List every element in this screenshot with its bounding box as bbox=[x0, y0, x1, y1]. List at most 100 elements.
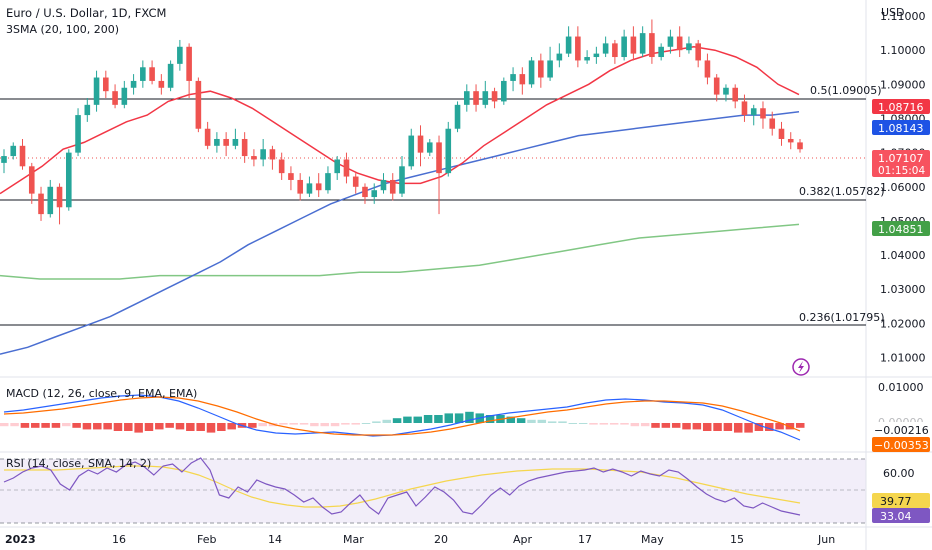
candle-body bbox=[93, 77, 100, 105]
candle bbox=[426, 138, 433, 157]
candle-body bbox=[713, 77, 720, 95]
macd-hist-bar bbox=[82, 423, 92, 430]
rsi-line bbox=[3, 457, 801, 516]
macd-hist-bar bbox=[558, 421, 567, 423]
macd-hist-bar bbox=[547, 421, 557, 423]
candle-body bbox=[315, 183, 322, 191]
candle-body bbox=[177, 46, 183, 64]
candle bbox=[362, 183, 368, 204]
rsi-band bbox=[0, 459, 866, 523]
macd-hist-bar bbox=[465, 411, 474, 423]
badge-rsi-ma: 39.77 bbox=[872, 493, 930, 508]
candle-body bbox=[463, 91, 470, 105]
candle bbox=[686, 36, 692, 54]
macd-hist-bar bbox=[124, 423, 133, 431]
lightning-icon[interactable] bbox=[792, 358, 810, 376]
candle-body bbox=[667, 36, 674, 47]
candle bbox=[547, 46, 553, 81]
candle-body bbox=[389, 179, 396, 194]
candle-body bbox=[1, 156, 7, 163]
price-tick-label: 1.01000 bbox=[880, 352, 926, 365]
macd-hist-bar bbox=[258, 423, 267, 427]
candle bbox=[454, 101, 461, 133]
macd-hist-bar bbox=[299, 423, 309, 425]
candle-body bbox=[75, 115, 81, 153]
candle bbox=[195, 77, 202, 133]
fib-levels: 0.5(1.09005) 0.382(1.05782) 0.236(1.0179… bbox=[0, 84, 885, 326]
candle bbox=[269, 145, 276, 170]
candle-body bbox=[325, 173, 331, 191]
macd-hist-bar bbox=[289, 423, 298, 425]
rsi-pane bbox=[3, 457, 801, 516]
candle-body bbox=[750, 108, 757, 116]
candle bbox=[723, 84, 729, 102]
candle-body bbox=[538, 60, 544, 78]
price-tick-label: 1.02000 bbox=[880, 317, 926, 330]
candle-body bbox=[186, 46, 192, 81]
candle bbox=[408, 128, 415, 170]
candle bbox=[593, 46, 600, 64]
candle bbox=[204, 121, 211, 150]
candle-body bbox=[630, 36, 637, 54]
candle bbox=[352, 173, 359, 194]
candle bbox=[306, 176, 313, 198]
macd-hist-bar bbox=[206, 423, 216, 433]
candle bbox=[528, 57, 535, 88]
candle bbox=[380, 173, 387, 194]
candle bbox=[741, 94, 748, 122]
candle-body bbox=[334, 159, 341, 174]
date-tick-label: Jun bbox=[817, 533, 835, 546]
candle-body bbox=[214, 138, 220, 146]
svg-text:39.77: 39.77 bbox=[880, 495, 912, 508]
candle-body bbox=[195, 80, 202, 129]
svg-text:1.08143: 1.08143 bbox=[878, 122, 924, 135]
candle-body bbox=[510, 74, 516, 81]
currency-label: USD bbox=[881, 6, 905, 19]
candle bbox=[750, 104, 757, 126]
macd-hist-bar bbox=[744, 423, 753, 433]
candle bbox=[177, 39, 183, 71]
candle bbox=[436, 135, 442, 215]
candle bbox=[1, 149, 7, 174]
candle bbox=[112, 84, 118, 109]
candle bbox=[519, 67, 526, 95]
price-tick-label: 1.06000 bbox=[880, 181, 926, 194]
macd-hist-bar bbox=[134, 423, 143, 433]
macd-hist-bar bbox=[382, 419, 391, 423]
candle bbox=[371, 183, 378, 204]
candle-body bbox=[649, 33, 655, 58]
svg-text:−0.00216: −0.00216 bbox=[874, 424, 929, 437]
date-tick-label: 15 bbox=[730, 533, 744, 546]
candle bbox=[482, 80, 489, 109]
candle bbox=[158, 74, 165, 95]
candle bbox=[260, 138, 266, 167]
candle bbox=[417, 125, 424, 167]
date-tick-label: Feb bbox=[197, 533, 216, 546]
price-tick-label: 1.03000 bbox=[880, 283, 926, 296]
candle bbox=[186, 43, 192, 99]
candle-body bbox=[417, 135, 424, 153]
badge-last-price: 1.07107 01:15:04 bbox=[872, 150, 930, 177]
candle bbox=[473, 84, 479, 112]
date-axis[interactable]: 2023 16 Feb 14 Mar 20 Apr 17 May 15 Jun bbox=[5, 533, 835, 546]
candle-body bbox=[297, 179, 303, 194]
macd-hist-bar bbox=[599, 423, 609, 425]
fib-0.5-label: 0.5(1.09005) bbox=[810, 84, 882, 97]
date-tick-label: Apr bbox=[513, 533, 533, 546]
macd-hist-bar bbox=[62, 423, 71, 427]
candle bbox=[251, 149, 257, 167]
macd-hist-bar bbox=[516, 418, 526, 423]
macd-hist-bar bbox=[713, 423, 722, 431]
candle-body bbox=[371, 190, 378, 198]
candle-body bbox=[38, 193, 44, 215]
macd-hist-bar bbox=[454, 413, 464, 423]
macd-hist-bar bbox=[764, 423, 774, 431]
macd-hist-bar bbox=[485, 415, 495, 423]
macd-line bbox=[3, 394, 801, 441]
candle-body bbox=[167, 63, 174, 88]
macd-hist-bar bbox=[113, 423, 123, 431]
date-tick-label: 2023 bbox=[5, 533, 36, 546]
candle bbox=[602, 36, 609, 58]
